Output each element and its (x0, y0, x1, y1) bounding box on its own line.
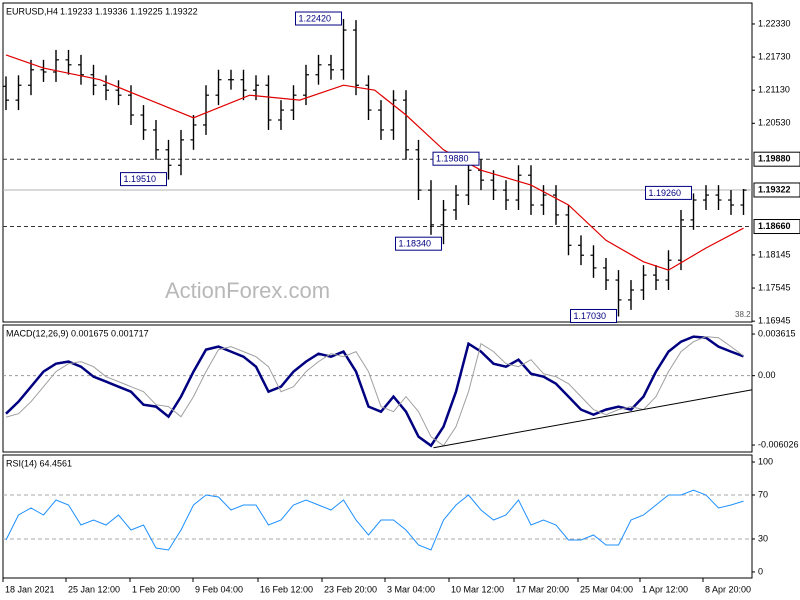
annotation-box (295, 11, 342, 26)
y-tick-label: 1.16945 (758, 316, 791, 326)
level-label: 1.18660 (758, 221, 791, 231)
panel-frame (2, 324, 753, 453)
annotation-label: 1.22420 (299, 13, 332, 23)
annotation-box (570, 308, 617, 323)
annotation-label: 1.18340 (399, 239, 432, 249)
moving-average (5, 54, 744, 271)
x-tick-label: 16 Feb 12:00 (260, 584, 313, 594)
level-label-box (753, 151, 800, 167)
annotation-label: 1.19510 (124, 174, 157, 184)
panel-title: EURUSD,H4 (6, 6, 58, 16)
x-tick-label: 10 Mar 12:00 (451, 584, 504, 594)
y-tick-label: 30 (758, 533, 768, 543)
annotation-box (432, 151, 480, 166)
series-line (5, 336, 744, 447)
y-tick-label: 1.21730 (758, 51, 791, 61)
y-tick-label: 100 (758, 456, 773, 466)
annotation-label: 1.19260 (649, 188, 682, 198)
annotation-box (645, 185, 692, 200)
x-tick-label: 8 Apr 20:00 (705, 584, 751, 594)
y-tick-label: 1.22330 (758, 18, 791, 28)
panel-title: RSI(14) 64.4561 (6, 458, 72, 468)
level-label-box (753, 182, 800, 198)
level-label-box (753, 219, 800, 235)
y-tick-label: 0.003615 (758, 328, 796, 338)
trend-line (433, 389, 753, 449)
y-tick-label: 1.20530 (758, 118, 791, 128)
y-tick-label: 1.21130 (758, 85, 790, 95)
panel-frame (2, 454, 753, 579)
x-tick-label: 25 Jan 12:00 (68, 584, 120, 594)
x-tick-label: 17 Mar 20:00 (516, 584, 569, 594)
x-tick-label: 25 Mar 04:00 (580, 584, 633, 594)
x-tick-label: 3 Mar 04:00 (387, 584, 435, 594)
x-tick-label: 18 Jan 2021 (5, 584, 55, 594)
level-label: 1.19322 (758, 184, 791, 194)
annotation-box (395, 236, 442, 251)
panel-title: MACD(12,26,9) 0.001675 0.001717 (6, 328, 149, 338)
y-tick-label: -0.006026 (758, 439, 799, 449)
panel-subtitle: 1.19233 1.19336 1.19225 1.19322 (60, 6, 198, 16)
series-line (5, 489, 744, 551)
y-tick-label: 0.00 (758, 370, 776, 380)
y-tick-label: 0 (758, 566, 763, 576)
annotation-label: 1.17030 (574, 311, 607, 321)
level-label: 1.19880 (758, 154, 791, 164)
series-line (5, 335, 744, 448)
panel-frame (2, 2, 753, 323)
x-tick-label: 1 Apr 12:00 (642, 584, 688, 594)
x-tick-label: 1 Feb 20:00 (132, 584, 180, 594)
y-tick-label: 1.17545 (758, 282, 791, 292)
fib-label: 38.2 (735, 310, 751, 319)
annotation-label: 1.19880 (436, 154, 469, 164)
y-tick-label: 1.18145 (758, 249, 791, 259)
annotation-box (120, 172, 167, 187)
x-tick-label: 23 Feb 20:00 (324, 584, 377, 594)
x-tick-label: 9 Feb 04:00 (195, 584, 243, 594)
watermark: ActionForex.com (165, 278, 330, 303)
y-tick-label: 70 (758, 489, 768, 499)
